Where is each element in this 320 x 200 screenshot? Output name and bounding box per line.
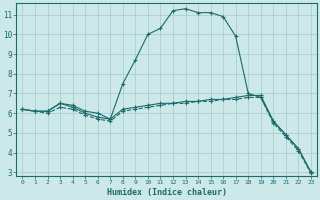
X-axis label: Humidex (Indice chaleur): Humidex (Indice chaleur) <box>107 188 227 197</box>
